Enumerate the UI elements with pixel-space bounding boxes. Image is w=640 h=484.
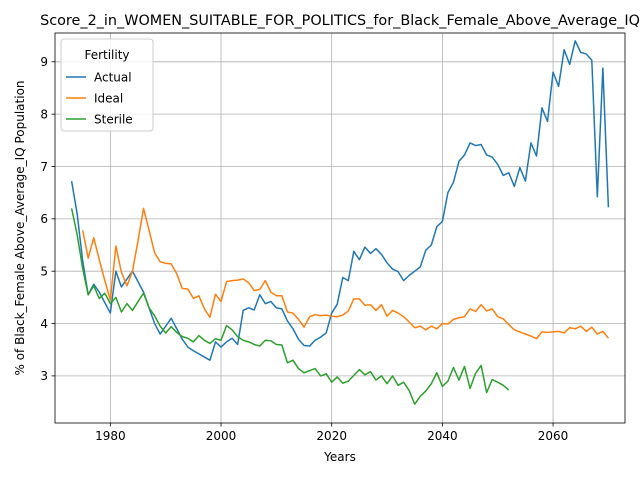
x-tick-label: 2060 — [538, 429, 569, 443]
y-tick-label: 3 — [40, 369, 48, 383]
x-axis-ticks: 1980 2000 2020 2040 2060 — [95, 423, 568, 443]
x-axis-label: Years — [323, 450, 356, 464]
legend-title: Fertility — [84, 48, 129, 62]
series-line-actual — [70, 40, 610, 361]
plot-area-frame — [54, 32, 626, 424]
legend-label-sterile: Sterile — [94, 112, 133, 126]
legend-box — [60, 38, 154, 132]
legend-label-actual: Actual — [94, 70, 132, 84]
y-tick-label: 6 — [40, 212, 48, 226]
y-tick-label: 9 — [40, 55, 48, 69]
x-tick-label: 2000 — [206, 429, 237, 443]
y-axis-label: % of Black_Female Above_Average_IQ Popul… — [13, 80, 27, 375]
y-tick-label: 5 — [40, 264, 48, 278]
x-tick-label: 2040 — [427, 429, 458, 443]
legend-label-ideal: Ideal — [94, 91, 123, 105]
chart-title: Score_2_in_WOMEN_SUITABLE_FOR_POLITICS_f… — [40, 13, 640, 29]
legend-items: Actual Ideal Sterile — [66, 70, 133, 126]
y-tick-label: 8 — [40, 107, 48, 121]
series-line-ideal — [81, 207, 609, 340]
series-line-sterile — [70, 208, 510, 405]
x-tick-label: 2020 — [316, 429, 347, 443]
y-tick-label: 4 — [40, 317, 48, 331]
series-lines — [70, 40, 610, 405]
x-tick-label: 1980 — [95, 429, 126, 443]
y-tick-label: 7 — [40, 160, 48, 174]
y-axis-ticks: 3 4 5 6 7 8 9 — [40, 55, 55, 383]
legend: Fertility Actual Ideal Sterile — [60, 38, 154, 132]
